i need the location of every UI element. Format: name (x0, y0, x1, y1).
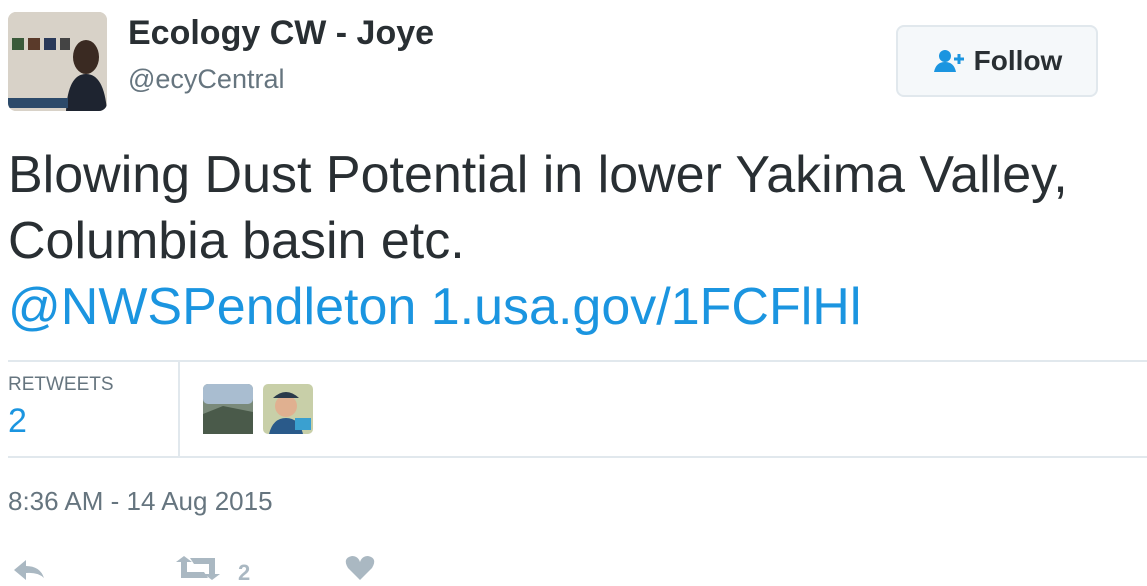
retweets-label: RETWEETS (8, 374, 114, 395)
tweet-text: Blowing Dust Potential in lower Yakima V… (8, 142, 1128, 340)
mention[interactable]: @NWSPendleton (8, 278, 417, 336)
retweets-count[interactable]: 2 (8, 402, 27, 440)
action-icons (14, 556, 375, 580)
timestamp[interactable]: 8:36 AM - 14 Aug 2015 (8, 486, 273, 516)
follow-icon (933, 50, 964, 72)
retweet-icon[interactable] (176, 556, 220, 580)
link[interactable]: 1.usa.gov/1FCFlHl (430, 278, 862, 336)
retweeter-avatars (203, 384, 313, 434)
follow-button[interactable]: Follow (896, 25, 1098, 97)
display-name[interactable]: Ecology CW - Joye (128, 14, 435, 52)
handle[interactable]: @ecyCentral (128, 64, 285, 94)
tweet-body: Blowing Dust Potential in lower Yakima V… (8, 146, 1068, 270)
separator (8, 360, 1147, 362)
reply-icon[interactable] (14, 560, 44, 580)
divider (178, 362, 180, 456)
avatar-image (8, 12, 107, 111)
follow-label: Follow (973, 45, 1063, 76)
retweet-action-count: 2 (238, 560, 251, 585)
separator (8, 456, 1147, 458)
like-icon[interactable] (345, 556, 375, 580)
avatar[interactable] (8, 12, 107, 111)
